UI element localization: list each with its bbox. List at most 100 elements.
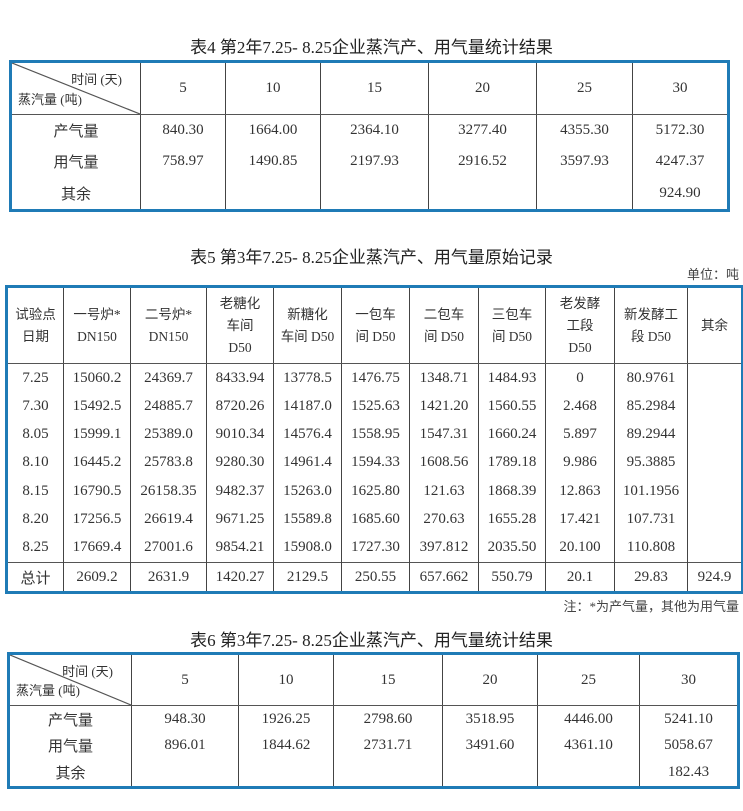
cell: 840.30 xyxy=(140,114,226,147)
row-label: 其余 xyxy=(55,766,86,783)
column-header: 15 xyxy=(333,653,443,706)
cell: 13778.5 xyxy=(273,363,342,393)
column-header: 20 xyxy=(442,653,538,706)
cell xyxy=(238,759,334,788)
cell: 8720.26 xyxy=(206,392,274,421)
column-header: 5 xyxy=(131,653,239,706)
table-row: 用气量 758.97 1490.85 2197.93 2916.52 3597.93 424… xyxy=(11,146,729,178)
cell: 4247.37 xyxy=(632,146,729,178)
column-header: 10 xyxy=(225,61,321,115)
table-row: 其余 182.43 xyxy=(9,759,739,788)
cell: 17.421 xyxy=(545,505,615,534)
cell: 12.863 xyxy=(545,477,615,506)
cell: 9010.34 xyxy=(206,420,274,449)
corner-quantity-label: 蒸汽量 (吨) xyxy=(16,683,80,698)
cell xyxy=(131,759,239,788)
column-header: 25 xyxy=(537,653,640,706)
cell: 16445.2 xyxy=(63,448,131,478)
total-cell: 29.83 xyxy=(614,562,688,593)
cell: 9482.37 xyxy=(206,477,274,506)
header-row: 时间 (天) 蒸汽量 (吨) 5 10 15 20 25 30 xyxy=(10,61,729,115)
cell: 1844.62 xyxy=(238,732,334,760)
corner-quantity-label: 蒸汽量 (吨) xyxy=(18,92,82,107)
cell: 270.63 xyxy=(409,505,479,534)
cell: 3277.40 xyxy=(428,114,537,147)
column-header: 老发酵 工段 D50 xyxy=(545,286,615,364)
cell: 4446.00 xyxy=(537,705,640,733)
cell: 2798.60 xyxy=(333,705,443,733)
cell: 2731.71 xyxy=(333,732,443,760)
cell: 5058.67 xyxy=(639,732,739,760)
cell: 1625.80 xyxy=(341,477,410,506)
row-date: 8.10 xyxy=(22,454,49,471)
cell: 948.30 xyxy=(131,705,239,733)
cell: 1490.85 xyxy=(225,146,321,178)
table5: 试验点 日期 一号炉* DN150 二号炉* DN150 老糖化 车间 D50 新糖化 车间 D50… xyxy=(5,285,743,594)
cell: 1655.28 xyxy=(478,505,546,534)
cell xyxy=(320,177,429,211)
corner-time-label: 时间 (天) xyxy=(62,664,113,679)
column-header: 新糖化 车间 D50 xyxy=(273,286,342,364)
cell: 85.2984 xyxy=(614,392,688,421)
cell: 2035.50 xyxy=(478,533,546,563)
cell: 25783.8 xyxy=(130,448,207,478)
row-label: 用气量 xyxy=(53,155,99,172)
total-cell: 2129.5 xyxy=(273,562,342,593)
cell: 1868.39 xyxy=(478,477,546,506)
total-cell: 924.9 xyxy=(687,562,743,593)
row-label: 用气量 xyxy=(47,739,93,756)
cell: 110.808 xyxy=(614,533,688,563)
cell: 20.100 xyxy=(545,533,615,563)
cell: 80.9761 xyxy=(614,363,688,393)
cell: 2916.52 xyxy=(428,146,537,178)
cell: 182.43 xyxy=(639,759,739,788)
table-row: 其余 924.90 xyxy=(11,177,729,211)
table4-title: 表4 第2年7.25- 8.25企业蒸汽产、用气量统计结果 xyxy=(190,38,553,57)
cell: 24885.7 xyxy=(130,392,207,421)
total-cell: 250.55 xyxy=(341,562,410,593)
cell: 17669.4 xyxy=(63,533,131,563)
column-header: 5 xyxy=(140,61,226,115)
cell: 1421.20 xyxy=(409,392,479,421)
total-cell: 2631.9 xyxy=(130,562,207,593)
column-header: 一包车间 D50 xyxy=(341,286,410,364)
cell xyxy=(428,177,537,211)
total-cell: 2609.2 xyxy=(63,562,131,593)
cell: 1660.24 xyxy=(478,420,546,449)
cell: 14187.0 xyxy=(273,392,342,421)
column-header: 25 xyxy=(536,61,633,115)
cell: 16790.5 xyxy=(63,477,131,506)
cell xyxy=(687,420,743,449)
cell xyxy=(536,177,633,211)
cell: 1348.71 xyxy=(409,363,479,393)
row-label: 产气量 xyxy=(47,712,93,729)
total-label: 总计 xyxy=(6,562,64,593)
cell: 24369.7 xyxy=(130,363,207,393)
cell: 8433.94 xyxy=(206,363,274,393)
column-header: 三包车间 D50 xyxy=(478,286,546,364)
total-cell: 550.79 xyxy=(478,562,546,593)
row-date: 8.25 xyxy=(22,539,49,556)
cell: 397.812 xyxy=(409,533,479,563)
column-header: 30 xyxy=(632,61,729,115)
cell: 1926.25 xyxy=(238,705,334,733)
cell: 1664.00 xyxy=(225,114,321,147)
total-cell: 1420.27 xyxy=(206,562,274,593)
table-row: 8.20 17256.5 26619.4 9671.25 15589.8 1685.60 2… xyxy=(7,505,743,534)
cell: 14576.4 xyxy=(273,420,342,449)
cell: 2364.10 xyxy=(320,114,429,147)
cell: 15589.8 xyxy=(273,505,342,534)
cell: 5172.30 xyxy=(632,114,729,147)
cell: 1560.55 xyxy=(478,392,546,421)
cell: 15263.0 xyxy=(273,477,342,506)
cell xyxy=(225,177,321,211)
table4: 时间 (天) 蒸汽量 (吨) 5 10 15 20 25 30 产气量 840.30 1664.00… xyxy=(9,60,730,212)
cell: 15999.1 xyxy=(63,420,131,449)
table-row: 用气量 896.01 1844.62 2731.71 3491.60 4361.10 505… xyxy=(9,732,739,760)
corner-cell: 时间 (天) 蒸汽量 (吨) xyxy=(10,61,141,115)
column-header: 10 xyxy=(238,653,334,706)
cell: 3518.95 xyxy=(442,705,538,733)
table-row: 7.25 15060.2 24369.7 8433.94 13778.5 1476.75 1… xyxy=(7,363,743,393)
cell: 107.731 xyxy=(614,505,688,534)
cell: 25389.0 xyxy=(130,420,207,449)
